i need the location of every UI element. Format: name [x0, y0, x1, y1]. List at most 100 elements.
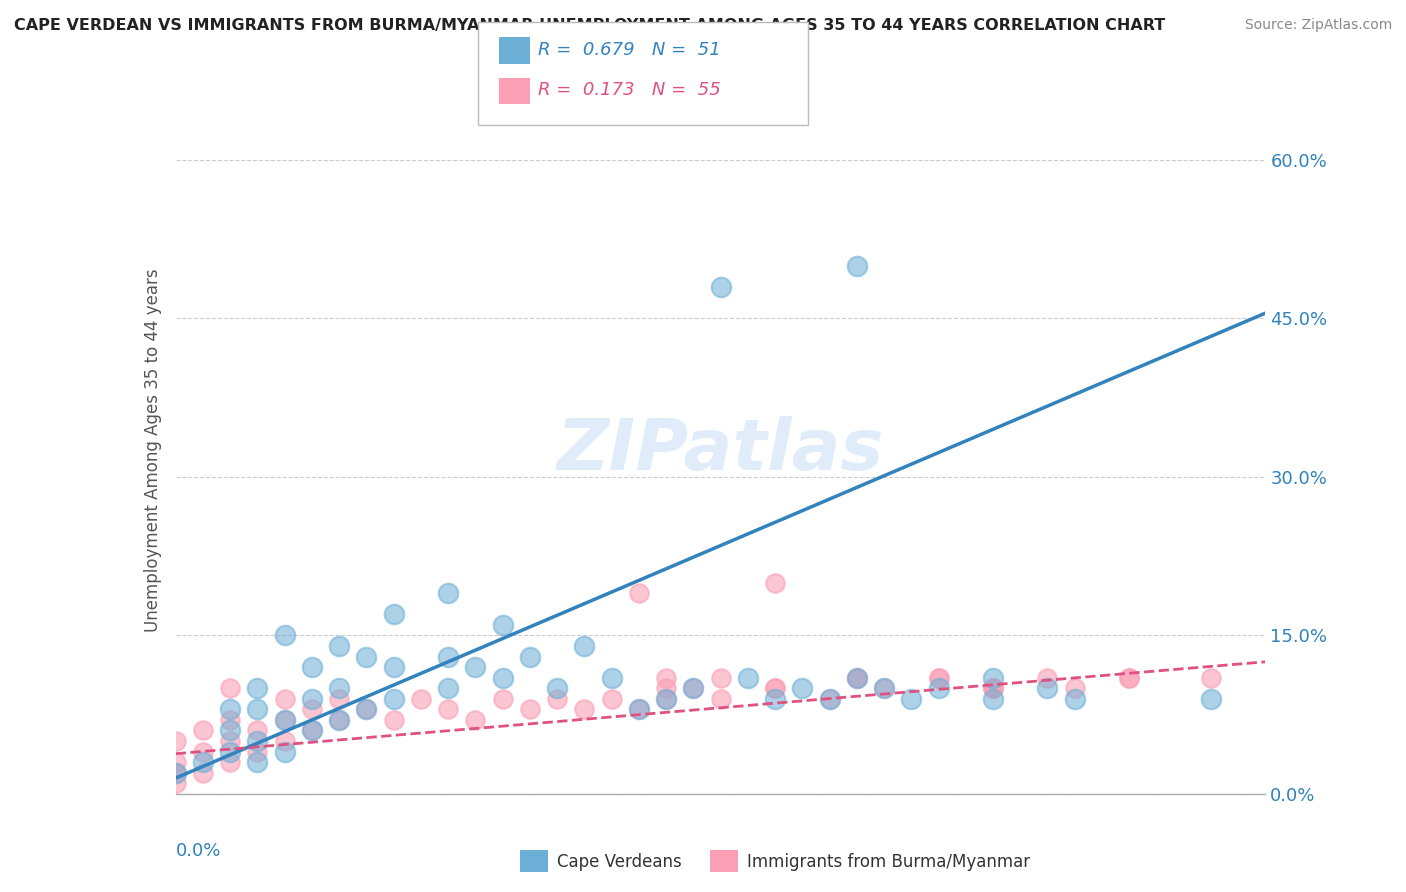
Text: Cape Verdeans: Cape Verdeans: [557, 853, 682, 871]
Point: [246, 745, 269, 759]
Point: [737, 671, 759, 685]
Point: [219, 713, 242, 727]
Point: [437, 681, 460, 696]
Text: Source: ZipAtlas.com: Source: ZipAtlas.com: [1244, 18, 1392, 32]
Point: [219, 745, 242, 759]
Point: [981, 691, 1004, 706]
Point: [627, 702, 650, 716]
Point: [219, 681, 242, 696]
Point: [627, 586, 650, 600]
Point: [328, 691, 350, 706]
Point: [1036, 671, 1059, 685]
Point: [165, 765, 187, 780]
Point: [873, 681, 896, 696]
Point: [165, 734, 187, 748]
Text: Immigrants from Burma/Myanmar: Immigrants from Burma/Myanmar: [747, 853, 1029, 871]
Point: [246, 681, 269, 696]
Point: [1063, 681, 1085, 696]
Point: [627, 702, 650, 716]
Point: [437, 649, 460, 664]
Point: [382, 691, 405, 706]
Point: [600, 671, 623, 685]
Point: [1199, 691, 1222, 706]
Point: [928, 671, 950, 685]
Point: [219, 702, 242, 716]
Point: [219, 723, 242, 738]
Point: [274, 628, 297, 642]
Point: [219, 734, 242, 748]
Point: [546, 681, 568, 696]
Text: 0.0%: 0.0%: [176, 842, 221, 860]
Text: ZIPatlas: ZIPatlas: [557, 416, 884, 485]
Point: [519, 702, 541, 716]
Point: [655, 671, 678, 685]
Point: [710, 691, 733, 706]
Point: [682, 681, 704, 696]
Point: [274, 713, 297, 727]
Point: [574, 702, 596, 716]
Point: [492, 671, 515, 685]
Point: [301, 702, 323, 716]
Point: [763, 691, 786, 706]
Point: [219, 755, 242, 769]
Point: [274, 734, 297, 748]
Point: [328, 681, 350, 696]
Point: [845, 671, 868, 685]
Point: [437, 586, 460, 600]
Point: [928, 681, 950, 696]
Text: R =  0.173   N =  55: R = 0.173 N = 55: [538, 81, 721, 99]
Point: [682, 681, 704, 696]
Point: [655, 691, 678, 706]
Point: [464, 713, 486, 727]
Text: R =  0.679   N =  51: R = 0.679 N = 51: [538, 41, 721, 59]
Point: [710, 671, 733, 685]
Point: [301, 691, 323, 706]
Point: [382, 607, 405, 622]
Point: [845, 259, 868, 273]
Point: [301, 660, 323, 674]
Point: [519, 649, 541, 664]
Point: [409, 691, 432, 706]
Point: [763, 575, 786, 590]
Point: [655, 681, 678, 696]
Point: [382, 660, 405, 674]
Point: [492, 617, 515, 632]
Point: [191, 745, 214, 759]
Point: [981, 671, 1004, 685]
Point: [246, 755, 269, 769]
Point: [792, 681, 814, 696]
Point: [818, 691, 841, 706]
Point: [928, 671, 950, 685]
Point: [1118, 671, 1140, 685]
Point: [191, 765, 214, 780]
Point: [328, 713, 350, 727]
Point: [981, 681, 1004, 696]
Point: [301, 723, 323, 738]
Y-axis label: Unemployment Among Ages 35 to 44 years: Unemployment Among Ages 35 to 44 years: [143, 268, 162, 632]
Point: [981, 681, 1004, 696]
Point: [328, 713, 350, 727]
Point: [900, 691, 922, 706]
Point: [845, 671, 868, 685]
Point: [191, 723, 214, 738]
Point: [464, 660, 486, 674]
Point: [165, 765, 187, 780]
Point: [873, 681, 896, 696]
Point: [655, 691, 678, 706]
Point: [274, 691, 297, 706]
Point: [165, 755, 187, 769]
Point: [246, 723, 269, 738]
Point: [191, 755, 214, 769]
Point: [246, 734, 269, 748]
Point: [165, 776, 187, 790]
Point: [546, 691, 568, 706]
Point: [1118, 671, 1140, 685]
Point: [1063, 691, 1085, 706]
Point: [492, 691, 515, 706]
Point: [981, 681, 1004, 696]
Point: [763, 681, 786, 696]
Point: [818, 691, 841, 706]
Point: [574, 639, 596, 653]
Point: [274, 713, 297, 727]
Point: [246, 702, 269, 716]
